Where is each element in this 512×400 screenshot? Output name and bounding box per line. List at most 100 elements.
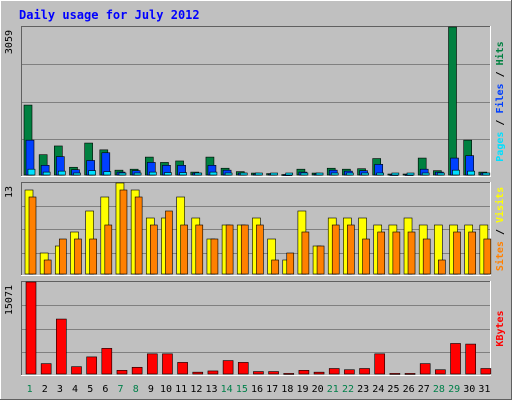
x-tick-label: 26: [403, 384, 415, 395]
sites-bar: [453, 231, 461, 275]
kbytes-bar: [283, 373, 295, 375]
pages-bar: [58, 170, 66, 176]
kbytes-bar: [328, 368, 340, 375]
pages-bar: [73, 172, 81, 176]
sites-bar: [316, 245, 325, 275]
kbytes-bar: [344, 369, 355, 375]
kbytes-bar: [162, 353, 173, 375]
pages-bar: [194, 172, 203, 176]
sites-bar: [119, 189, 128, 275]
x-tick-label: 30: [463, 384, 475, 395]
x-tick-label: 24: [372, 384, 384, 395]
pages-bar: [482, 172, 491, 176]
sites-bar: [256, 224, 264, 275]
sites-bar: [438, 259, 446, 275]
pages-bar: [285, 172, 294, 176]
pages-bar: [148, 171, 157, 176]
pages-bar: [270, 172, 278, 176]
legend-pages: Pages: [495, 132, 506, 162]
kbytes-bar: [268, 371, 279, 375]
pages-bar: [255, 172, 263, 176]
pages-bar: [300, 172, 309, 176]
x-tick-label: 20: [312, 384, 324, 395]
x-tick-label: 14: [221, 384, 233, 395]
pages-bar: [133, 172, 142, 176]
sites-bar: [225, 224, 234, 275]
x-tick-label: 18: [281, 384, 293, 395]
kbytes-ymax-label: 15071: [4, 285, 15, 315]
sites-bar: [180, 224, 188, 275]
kbytes-bar: [359, 368, 370, 375]
kbytes-bar: [116, 370, 128, 375]
sites-bar: [104, 224, 113, 275]
pages-bar: [361, 172, 369, 176]
sites-bar: [134, 196, 143, 275]
x-tick-label: 10: [160, 384, 172, 395]
pages-bar: [330, 172, 339, 176]
x-tick-label: 6: [102, 384, 108, 395]
kbytes-bar: [207, 370, 219, 375]
legend-separator: /: [495, 223, 506, 241]
pages-bar: [27, 168, 36, 176]
pages-bar: [118, 172, 127, 176]
legend-visits: Visits: [494, 187, 506, 223]
sites-bar: [271, 259, 279, 275]
chart-title: Daily usage for July 2012: [19, 8, 200, 22]
kbytes-bar: [419, 363, 431, 375]
kbytes-bar: [146, 353, 158, 375]
pages-bar: [421, 172, 430, 176]
visits-legend: Sites / Visits: [494, 187, 506, 271]
kbytes-bar: [450, 343, 461, 375]
sites-bar: [362, 238, 370, 275]
x-tick-label: 31: [478, 384, 490, 395]
hits-panel: [21, 26, 491, 177]
hits-legend: Pages / Files / Hits: [494, 41, 506, 161]
kbytes-panel: [21, 281, 491, 376]
kbytes-bar: [40, 363, 52, 375]
x-tick-label: 11: [175, 384, 187, 395]
pages-bar: [224, 172, 233, 176]
pages-bar: [406, 172, 415, 176]
kbytes-legend: KBytes: [495, 310, 506, 346]
hits-ymax-label: 3059: [4, 30, 15, 54]
pages-bar: [452, 169, 460, 176]
kbytes-bar: [71, 366, 82, 375]
sites-bar: [331, 224, 340, 275]
sites-bar: [392, 231, 401, 275]
x-tick-label: 7: [118, 384, 124, 395]
sites-bar: [286, 252, 295, 275]
kbytes-bar: [253, 371, 264, 375]
kbytes-bar: [298, 370, 310, 375]
x-tick-label: 19: [296, 384, 308, 395]
x-tick-label: 4: [72, 384, 78, 395]
sites-bar: [149, 224, 158, 275]
kbytes-bar: [177, 362, 188, 375]
x-tick-label: 16: [251, 384, 263, 395]
x-tick-label: 15: [236, 384, 248, 395]
kbytes-bar: [25, 281, 37, 375]
x-tick-label: 13: [205, 384, 217, 395]
pages-bar: [42, 171, 51, 176]
sites-bar: [301, 231, 310, 275]
sites-bar: [347, 224, 355, 275]
legend-separator: /: [495, 65, 506, 83]
legend-separator: /: [495, 114, 506, 132]
x-tick-label: 25: [387, 384, 399, 395]
sites-bar: [483, 238, 492, 275]
pages-bar: [315, 172, 324, 176]
x-tick-label: 9: [148, 384, 154, 395]
sites-bar: [422, 238, 431, 275]
sites-bar: [407, 231, 416, 275]
x-tick-label: 1: [27, 384, 33, 395]
x-tick-label: 28: [433, 384, 445, 395]
x-tick-label: 5: [87, 384, 93, 395]
sites-bar: [240, 224, 249, 275]
hits-bar: [448, 26, 457, 176]
x-tick-label: 2: [42, 384, 48, 395]
sites-bar: [165, 210, 173, 275]
sites-bar: [210, 238, 219, 275]
sites-bar: [89, 238, 97, 275]
pages-bar: [88, 170, 96, 176]
kbytes-bar: [222, 360, 234, 375]
